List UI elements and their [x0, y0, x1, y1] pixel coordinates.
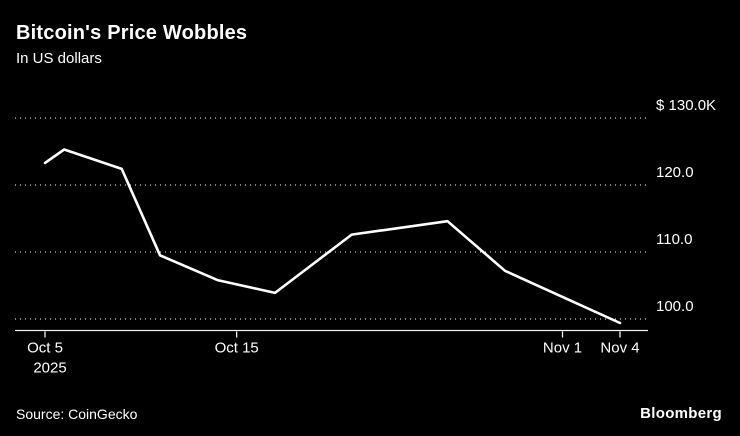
bloomberg-logo: Bloomberg	[640, 405, 722, 422]
y-axis-label: $ 130.0K	[656, 97, 716, 114]
y-axis-label: 120.0	[656, 164, 694, 181]
x-axis-sublabel: 2025	[33, 360, 66, 377]
x-axis-label: Oct 15	[215, 340, 259, 357]
y-axis-label: 110.0	[656, 231, 692, 248]
x-axis-label: Nov 4	[600, 340, 639, 357]
price-line	[43, 148, 622, 325]
x-axis-label: Oct 5	[27, 340, 63, 357]
y-axis-label: 100.0	[656, 298, 694, 315]
x-axis-label: Nov 1	[543, 340, 582, 357]
chart-title: Bitcoin's Price Wobbles	[16, 22, 248, 44]
chart-subtitle: In US dollars	[16, 50, 102, 67]
source-note: Source: CoinGecko	[16, 406, 138, 422]
